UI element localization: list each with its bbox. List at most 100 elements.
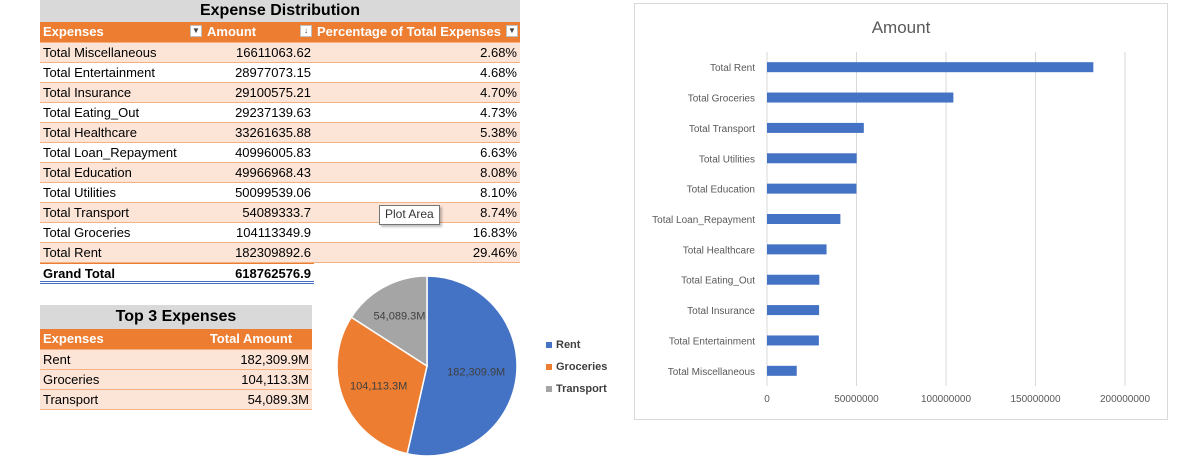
bar-total-eating-out[interactable] xyxy=(767,274,820,285)
y-category-label: Total Entertainment xyxy=(669,336,755,347)
expense-distribution-table: Expense Distribution Expenses ▼ Amount ↓… xyxy=(40,0,520,284)
percentage-cell: 4.70% xyxy=(314,83,520,102)
amount-cell: 54089333.7 xyxy=(242,205,311,220)
table-row[interactable]: Total Rent 182309892.6 29.46% xyxy=(40,243,520,263)
expense-name-cell: Total Eating_Out xyxy=(43,105,140,120)
legend-swatch xyxy=(546,342,552,348)
amount-cell: 49966968.43 xyxy=(235,165,311,180)
table-row[interactable]: Total Eating_Out 29237139.63 4.73% xyxy=(40,103,520,123)
chart-title: Amount xyxy=(871,18,931,37)
percentage-cell: 16.83% xyxy=(314,223,520,242)
bar-total-loan-repayment[interactable] xyxy=(767,214,841,224)
filter-dropdown-icon[interactable]: ▼ xyxy=(190,25,202,37)
table-title: Top 3 Expenses xyxy=(40,305,312,329)
sort-ascending-filter-icon[interactable]: ↓ xyxy=(300,25,312,37)
bar-total-rent[interactable] xyxy=(767,62,1094,73)
amount-cell: 28977073.15 xyxy=(235,65,311,80)
x-tick-label: 0 xyxy=(764,394,770,405)
pie-data-label: 182,309.9M xyxy=(447,366,505,378)
y-category-label: Total Loan_Repayment xyxy=(652,215,755,226)
header-label: Amount xyxy=(207,24,257,39)
pie-slice-groceries[interactable] xyxy=(336,316,428,455)
percentage-cell: 2.68% xyxy=(314,43,520,62)
x-tick-label: 100000000 xyxy=(921,394,971,405)
x-tick-label: 200000000 xyxy=(1100,394,1150,405)
bar-total-education[interactable] xyxy=(767,183,857,194)
legend-swatch xyxy=(546,386,552,392)
legend-label: Groceries xyxy=(556,361,608,373)
bar-total-insurance[interactable] xyxy=(767,305,820,316)
total-amount-cell: 104,113.3M xyxy=(241,372,309,387)
bar-total-healthcare[interactable] xyxy=(767,244,827,255)
bar-total-utilities[interactable] xyxy=(767,153,857,164)
bar-total-miscellaneous[interactable] xyxy=(767,365,797,376)
legend-item[interactable]: Transport xyxy=(546,378,607,400)
y-category-label: Total Rent xyxy=(710,63,755,74)
amount-cell: 29237139.63 xyxy=(235,105,311,120)
header-expenses: Expenses ▼ xyxy=(40,22,204,42)
expense-name-cell: Total Transport xyxy=(43,205,129,220)
amount-cell: 104113349.9 xyxy=(236,225,311,240)
bar-total-transport[interactable] xyxy=(767,122,864,133)
pie-legend: Rent Groceries Transport xyxy=(546,334,607,400)
expense-name-cell: Total Rent xyxy=(43,245,102,260)
table-row[interactable]: Total Transport 54089333.7 8.74% xyxy=(40,203,520,223)
header-percentage: Percentage of Total Expenses ▼ xyxy=(314,22,520,42)
pie-slice-transport[interactable] xyxy=(350,275,428,368)
top3-expenses-table: Top 3 Expenses Expenses Total Amount Ren… xyxy=(40,305,312,410)
table-row[interactable]: Transport 54,089.3M xyxy=(40,390,312,410)
total-amount-cell: 182,309.9M xyxy=(240,352,309,367)
pie-data-label: 54,089.3M xyxy=(373,310,425,322)
percentage-cell: 29.46% xyxy=(314,243,520,262)
table-row[interactable]: Total Entertainment 28977073.15 4.68% xyxy=(40,63,520,83)
percentage-cell: 4.73% xyxy=(314,103,520,122)
header-total-amount: Total Amount xyxy=(209,331,293,346)
filter-dropdown-icon[interactable]: ▼ xyxy=(506,25,518,37)
header-amount: Amount ↓ xyxy=(204,22,314,42)
legend-item[interactable]: Rent xyxy=(546,334,607,356)
pie-chart[interactable]: 182,309.9M 104,113.3M 54,089.3M xyxy=(330,270,530,462)
bar-plot-area[interactable]: 0 50000000 100000000 150000000 200000000 Tota… xyxy=(635,4,1167,419)
grand-total-label: Grand Total xyxy=(43,266,115,281)
y-category-label: Total Eating_Out xyxy=(681,276,755,287)
bar-total-groceries[interactable] xyxy=(767,92,954,103)
expense-name-cell: Transport xyxy=(43,392,99,407)
y-category-label: Total Utilities xyxy=(699,154,755,165)
table-row[interactable]: Total Education 49966968.43 8.08% xyxy=(40,163,520,183)
table-title: Expense Distribution xyxy=(40,0,520,22)
header-label: Percentage of Total Expenses xyxy=(317,24,501,39)
table-row[interactable]: Total Utilities 50099539.06 8.10% xyxy=(40,183,520,203)
total-amount-cell: 54,089.3M xyxy=(247,392,309,407)
expense-name-cell: Total Entertainment xyxy=(43,65,156,80)
pie-data-label: 104,113.3M xyxy=(350,381,407,393)
amount-cell: 40996005.83 xyxy=(235,145,311,160)
percentage-cell: 8.08% xyxy=(314,163,520,182)
table-row[interactable]: Total Insurance 29100575.21 4.70% xyxy=(40,83,520,103)
y-category-label: Total Healthcare xyxy=(683,245,756,256)
table-row[interactable]: Rent 182,309.9M xyxy=(40,350,312,370)
table-row[interactable]: Total Groceries 104113349.9 16.83% xyxy=(40,223,520,243)
pie-slice-rent[interactable] xyxy=(406,275,518,457)
grand-total-value: 618762576.9 xyxy=(235,266,311,281)
bar-chart[interactable]: Amount 0 50000000 100000000 150000000 200000… xyxy=(634,3,1168,420)
percentage-cell: 4.68% xyxy=(314,63,520,82)
x-tick-label: 150000000 xyxy=(1010,394,1060,405)
y-category-label: Total Miscellaneous xyxy=(668,367,755,378)
y-category-label: Total Insurance xyxy=(687,306,755,317)
bar-total-entertainment[interactable] xyxy=(767,335,819,346)
expense-name-cell: Total Groceries xyxy=(43,225,131,240)
legend-label: Transport xyxy=(556,383,607,395)
y-category-label: Total Groceries xyxy=(688,94,755,105)
table-row[interactable]: Total Miscellaneous 16611063.62 2.68% xyxy=(40,43,520,63)
table-row[interactable]: Total Loan_Repayment 40996005.83 6.63% xyxy=(40,143,520,163)
table-row[interactable]: Groceries 104,113.3M xyxy=(40,370,312,390)
amount-cell: 50099539.06 xyxy=(235,185,311,200)
grand-total-row[interactable]: Grand Total 618762576.9 xyxy=(40,263,314,284)
amount-cell: 33261635.88 xyxy=(235,125,311,140)
table-body: Total Miscellaneous 16611063.62 2.68% Total… xyxy=(40,43,520,263)
amount-cell: 16611063.62 xyxy=(236,45,311,60)
legend-item[interactable]: Groceries xyxy=(546,356,607,378)
expense-name-cell: Rent xyxy=(43,352,71,367)
legend-swatch xyxy=(546,364,552,370)
table-row[interactable]: Total Healthcare 33261635.88 5.38% xyxy=(40,123,520,143)
